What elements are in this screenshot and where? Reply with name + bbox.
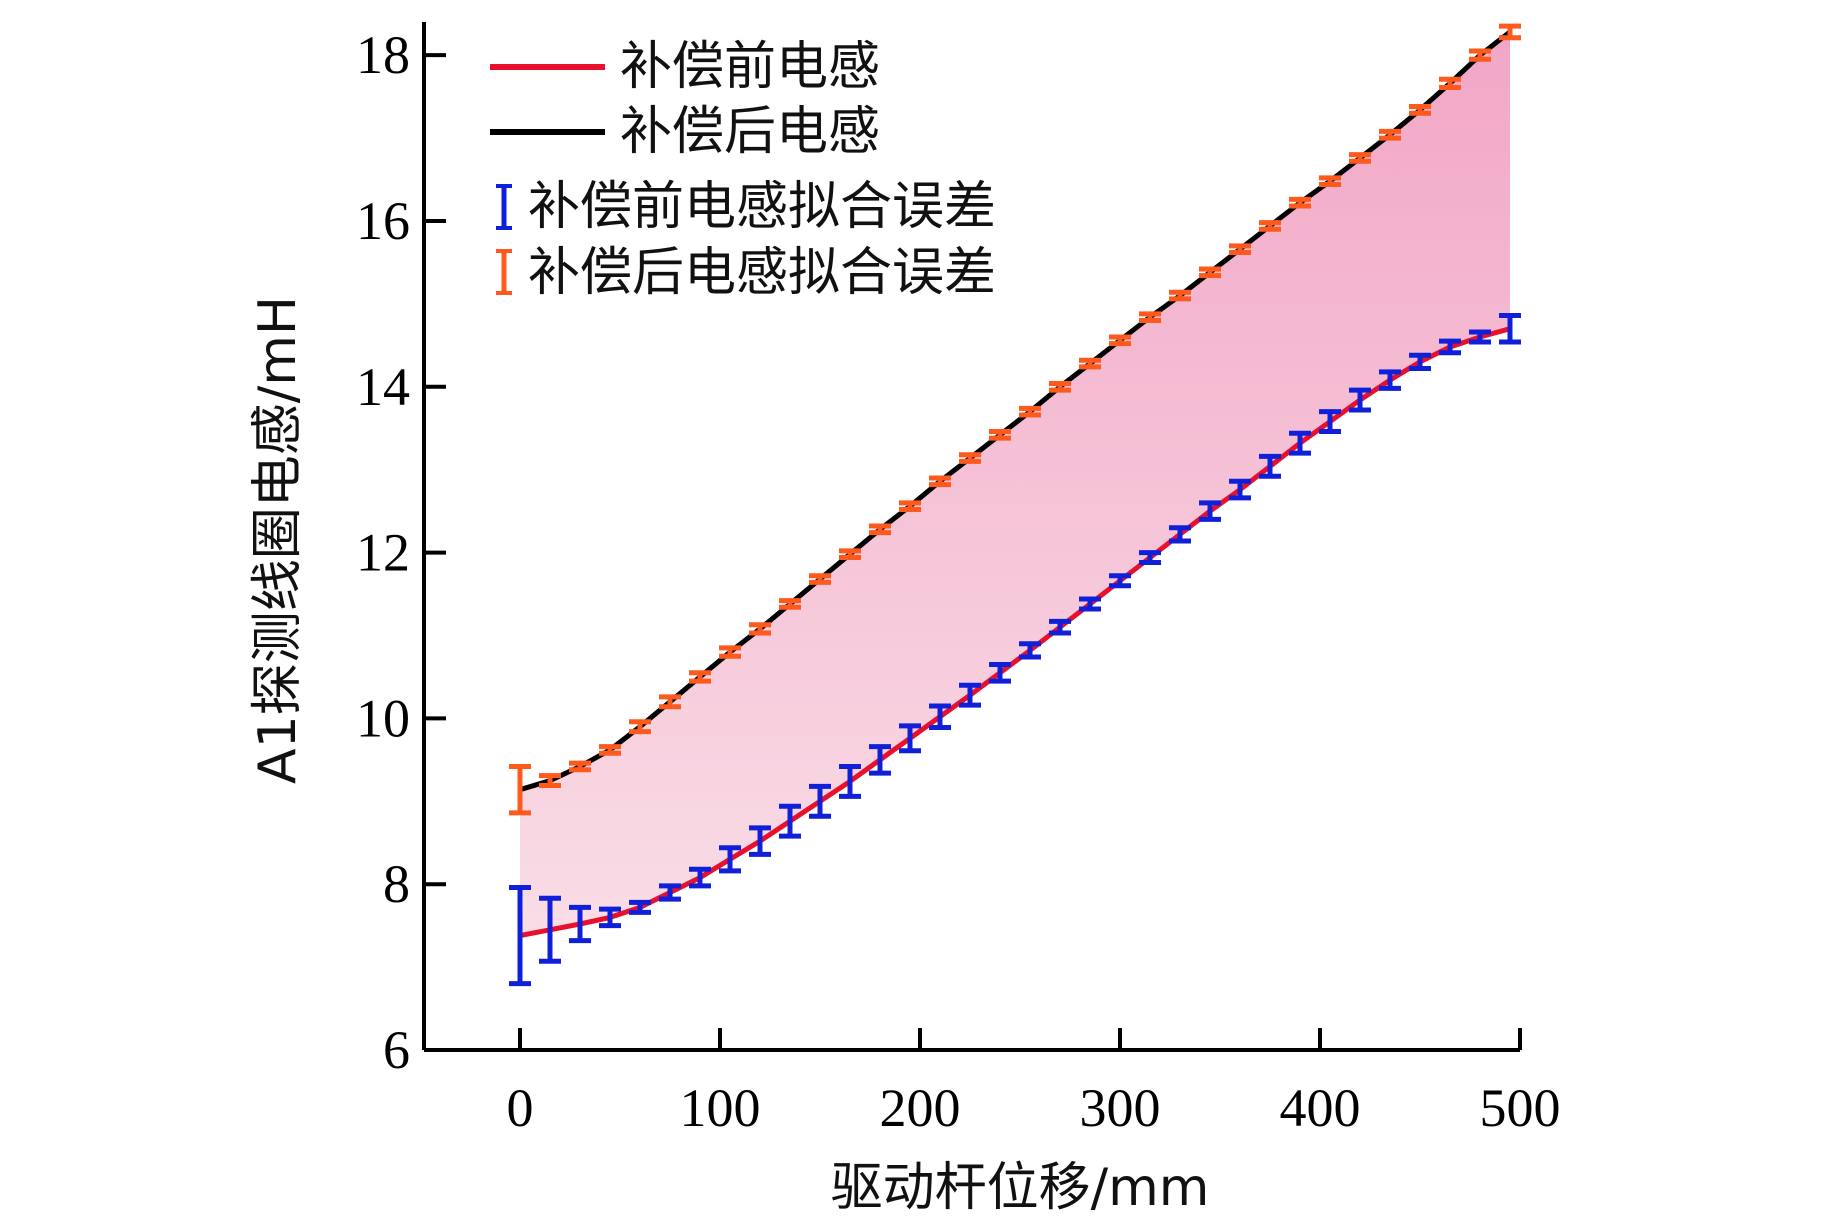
legend-swatch-after-error xyxy=(496,249,512,295)
legend-swatch-before-error xyxy=(496,184,512,230)
error-bar-after xyxy=(1289,196,1311,209)
error-bar-before xyxy=(839,763,861,799)
x-tick-label: 200 xyxy=(880,1078,961,1138)
error-bar-after xyxy=(1109,334,1131,347)
error-bar-after xyxy=(629,719,651,735)
error-bar-after xyxy=(1469,48,1491,62)
y-tick-label: 16 xyxy=(356,191,410,251)
x-tick-label: 400 xyxy=(1280,1078,1361,1138)
error-bar-after xyxy=(659,694,681,710)
legend-label-after: 补偿后电感 xyxy=(620,102,880,162)
error-bar-after xyxy=(1349,152,1371,164)
fill-between-band xyxy=(520,31,1510,936)
error-bar-before xyxy=(599,906,621,929)
error-bar-after xyxy=(1439,76,1461,90)
error-bar-before xyxy=(1439,338,1461,356)
error-bar-before xyxy=(1349,387,1371,413)
error-bar-before xyxy=(659,883,681,902)
error-bar-after xyxy=(1079,357,1101,370)
error-bar-before xyxy=(1199,500,1221,522)
error-bar-after xyxy=(839,548,861,561)
y-tick-label: 6 xyxy=(383,1020,410,1080)
error-bar-after xyxy=(749,622,771,636)
error-bar-before xyxy=(929,703,951,731)
legend-label-before-error: 补偿前电感拟合误差 xyxy=(528,177,996,237)
error-bar-after xyxy=(989,429,1011,441)
error-bar-after xyxy=(899,500,921,512)
error-bar-after xyxy=(569,760,591,773)
y-tick-label: 12 xyxy=(356,523,410,583)
error-bar-before xyxy=(1319,409,1341,435)
y-axis-title: A1探测线圈电感/mH xyxy=(248,296,308,784)
error-bar-after xyxy=(1379,128,1401,141)
error-bar-before xyxy=(1169,525,1191,544)
error-bar-before xyxy=(1049,618,1071,636)
series-layer xyxy=(519,29,1512,939)
y-tick-label: 18 xyxy=(356,25,410,85)
error-bar-before xyxy=(1019,641,1041,660)
error-bar-after xyxy=(1499,23,1521,41)
error-bar-before xyxy=(1259,453,1281,479)
error-bar-after xyxy=(1319,175,1341,187)
y-tick-label: 8 xyxy=(383,854,410,914)
error-bar-after xyxy=(869,523,891,536)
y-tick-label: 14 xyxy=(356,357,410,417)
error-bar-before xyxy=(869,744,891,776)
error-bar-before xyxy=(539,895,561,964)
error-bar-before xyxy=(899,723,921,754)
error-bar-before xyxy=(1469,329,1491,345)
x-tick-label: 0 xyxy=(507,1078,534,1138)
error-bar-before xyxy=(779,803,801,839)
error-bar-after xyxy=(599,744,621,756)
error-bar-before xyxy=(959,682,981,708)
error-bar-before xyxy=(689,866,711,889)
error-bar-after xyxy=(779,598,801,610)
error-bar-after xyxy=(1229,243,1251,255)
error-bar-layer xyxy=(509,23,1521,987)
error-bar-before xyxy=(629,899,651,915)
error-bar-before xyxy=(719,845,741,874)
error-bar-after xyxy=(689,670,711,684)
error-bar-before xyxy=(569,904,591,944)
error-bar-before xyxy=(749,825,771,857)
error-bar-before xyxy=(809,783,831,819)
error-bar-after xyxy=(929,475,951,488)
error-bar-after xyxy=(1259,220,1281,232)
error-bar-after xyxy=(719,645,741,659)
legend: 补偿前电感 补偿后电感 补偿前电感拟合误差 补偿后电感拟合误差 xyxy=(490,37,996,303)
fill-band-layer xyxy=(520,31,1510,936)
error-bar-before xyxy=(989,662,1011,684)
error-bar-after xyxy=(1049,380,1071,393)
error-bar-before xyxy=(1409,352,1431,372)
error-bar-before xyxy=(509,885,531,987)
error-bar-before xyxy=(1229,478,1251,501)
legend-label-after-error: 补偿后电感拟合误差 xyxy=(528,243,996,303)
error-bar-after xyxy=(1199,266,1221,279)
error-bar-after xyxy=(809,573,831,585)
error-bar-after xyxy=(1409,104,1431,116)
legend-label-before: 补偿前电感 xyxy=(620,37,880,97)
error-bar-after xyxy=(959,452,981,464)
error-bar-after xyxy=(1169,289,1191,302)
x-axis-title: 驱动杆位移/mm xyxy=(831,1158,1210,1218)
axes-layer: 6 8 10 12 14 16 18 0 100 200 300 400 500 xyxy=(356,22,1561,1138)
x-tick-label: 500 xyxy=(1480,1078,1561,1138)
error-bar-after xyxy=(539,773,561,789)
y-tick-label: 10 xyxy=(356,688,410,748)
error-bar-before xyxy=(1139,550,1161,566)
error-bar-before xyxy=(1379,369,1401,391)
x-tick-label: 300 xyxy=(1080,1078,1161,1138)
error-bar-before xyxy=(1109,573,1131,589)
error-bar-after xyxy=(1139,311,1161,323)
error-bar-after xyxy=(509,763,531,816)
error-bar-after xyxy=(1019,405,1041,418)
error-bar-before xyxy=(1499,312,1521,345)
x-tick-label: 100 xyxy=(680,1078,761,1138)
error-bar-before xyxy=(1079,596,1101,612)
series-line-before xyxy=(519,326,1511,939)
series-line-after xyxy=(519,29,1512,793)
error-bar-before xyxy=(1289,430,1311,456)
